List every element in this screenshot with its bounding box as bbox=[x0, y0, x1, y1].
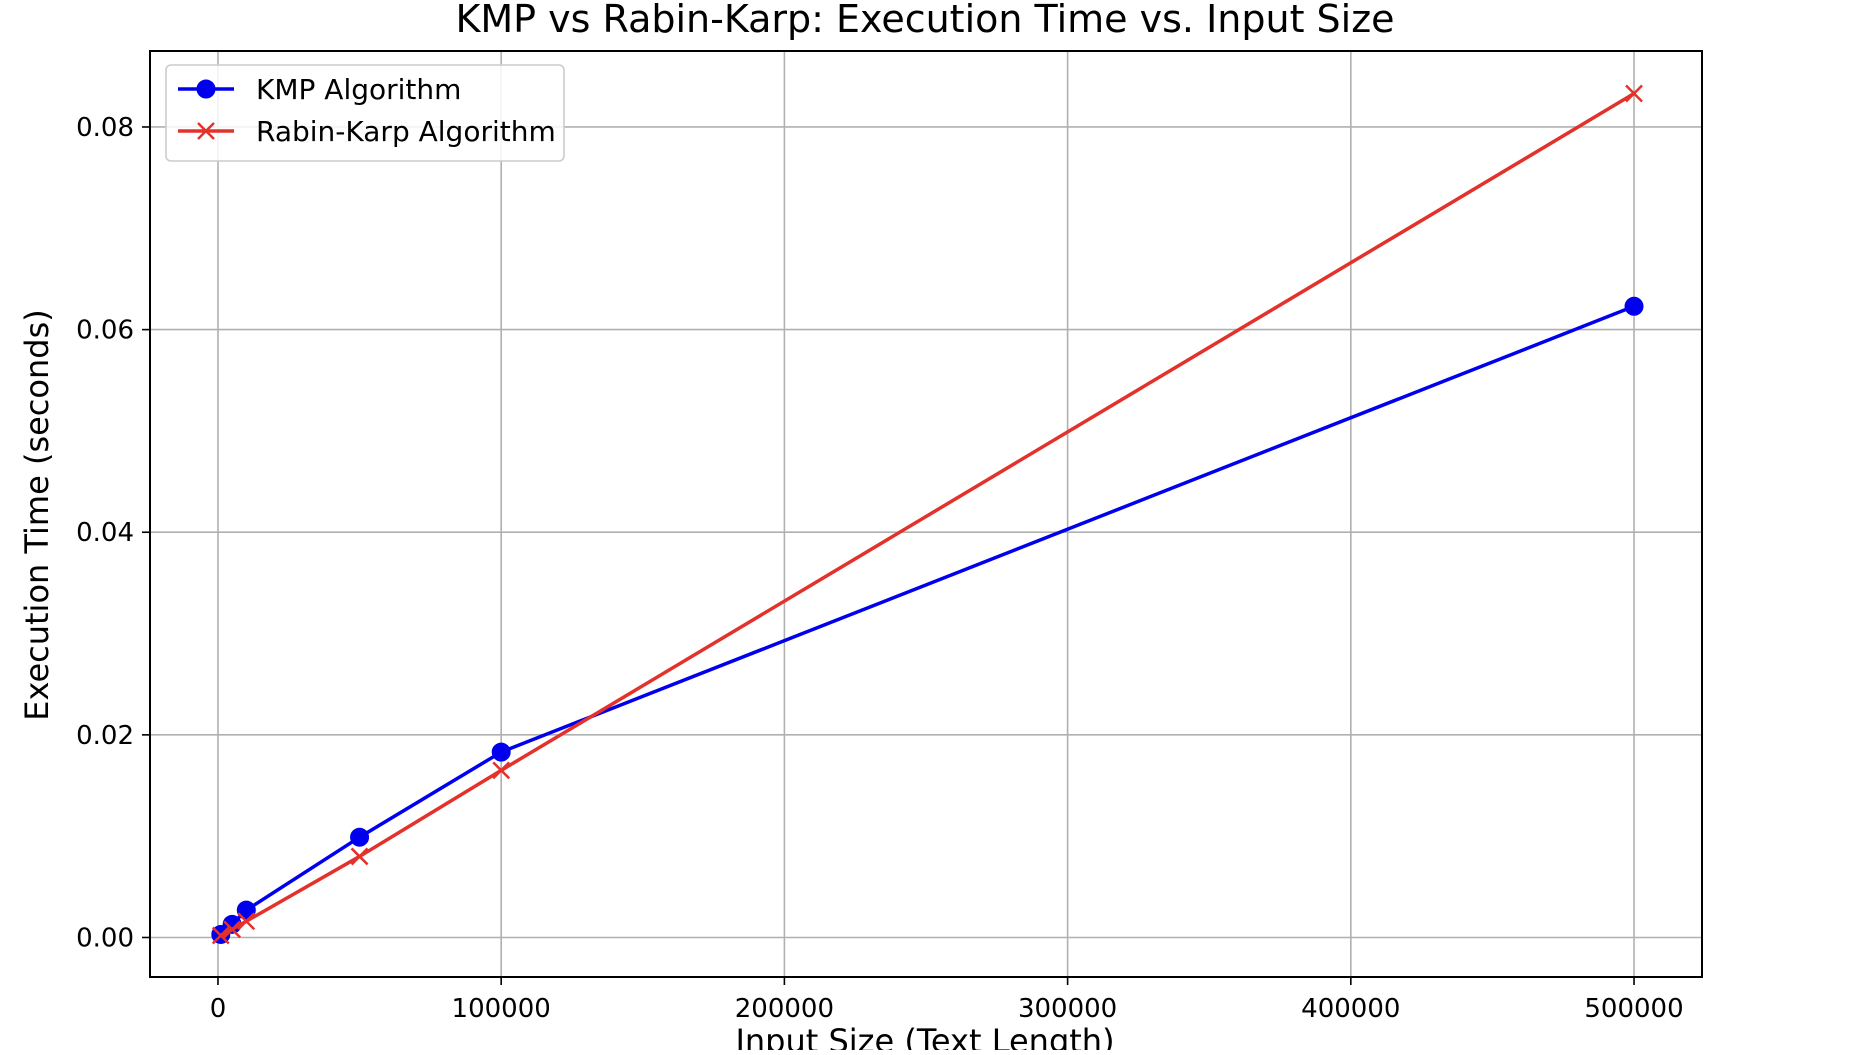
legend-label-rabin-karp-algorithm: Rabin-Karp Algorithm bbox=[256, 115, 556, 148]
data-point-kmp-algorithm bbox=[350, 827, 370, 847]
x-marker-stroke bbox=[237, 912, 256, 931]
data-point-rabin-karp-algorithm bbox=[237, 912, 256, 931]
y-tick-label: 0.04 bbox=[76, 518, 134, 548]
data-point-kmp-algorithm bbox=[491, 742, 511, 762]
x-axis-ticks: 0 100000 200000 300000 400000 500000 bbox=[210, 977, 1684, 1024]
y-tick-label: 0.02 bbox=[76, 721, 134, 751]
x-tick-label: 300000 bbox=[1018, 994, 1117, 1024]
legend: KMP Algorithm Rabin-Karp Algorithm bbox=[165, 64, 565, 162]
data-point-rabin-karp-algorithm bbox=[1625, 84, 1643, 103]
legend-marker-kmp-algorithm bbox=[196, 79, 216, 99]
series-line-kmp-algorithm bbox=[219, 304, 1635, 936]
x-tick-label: 200000 bbox=[735, 994, 834, 1024]
x-axis-title: Input Size (Text Length) bbox=[735, 1022, 1114, 1050]
x-marker-stroke bbox=[211, 926, 230, 945]
x-tick-label: 100000 bbox=[452, 994, 551, 1024]
data-point-rabin-karp-algorithm bbox=[350, 847, 369, 866]
y-tick-label: 0.06 bbox=[76, 316, 134, 346]
y-axis-title: Execution Time (seconds) bbox=[18, 309, 56, 720]
y-tick-label: 0.00 bbox=[76, 923, 134, 953]
x-tick-label: 400000 bbox=[1301, 994, 1400, 1024]
x-marker-stroke bbox=[492, 761, 511, 780]
x-marker-stroke bbox=[1625, 84, 1643, 103]
legend-label-kmp-algorithm: KMP Algorithm bbox=[256, 73, 461, 106]
grid-lines bbox=[150, 51, 1702, 977]
x-marker-stroke bbox=[223, 920, 242, 939]
series-layer bbox=[211, 84, 1644, 945]
x-marker-stroke bbox=[197, 122, 215, 140]
data-point-rabin-karp-algorithm bbox=[211, 926, 230, 945]
data-point-rabin-karp-algorithm bbox=[223, 920, 242, 939]
legend-box bbox=[165, 64, 565, 162]
data-point-rabin-karp-algorithm bbox=[492, 761, 511, 780]
data-point-kmp-algorithm bbox=[1624, 296, 1644, 316]
series-line-rabin-karp-algorithm bbox=[219, 92, 1635, 938]
y-axis-ticks: 0.00 0.02 0.04 0.06 0.08 bbox=[76, 113, 150, 953]
y-tick-label: 0.08 bbox=[76, 113, 134, 143]
data-point-kmp-algorithm bbox=[236, 900, 256, 920]
x-tick-label: 0 bbox=[210, 994, 227, 1024]
x-tick-label: 500000 bbox=[1584, 994, 1683, 1024]
legend-marker-rabin-karp-algorithm bbox=[197, 122, 215, 140]
x-marker-stroke bbox=[350, 847, 369, 866]
chart-title: KMP vs Rabin-Karp: Execution Time vs. In… bbox=[455, 0, 1394, 41]
plot-area-frame bbox=[149, 50, 1703, 978]
